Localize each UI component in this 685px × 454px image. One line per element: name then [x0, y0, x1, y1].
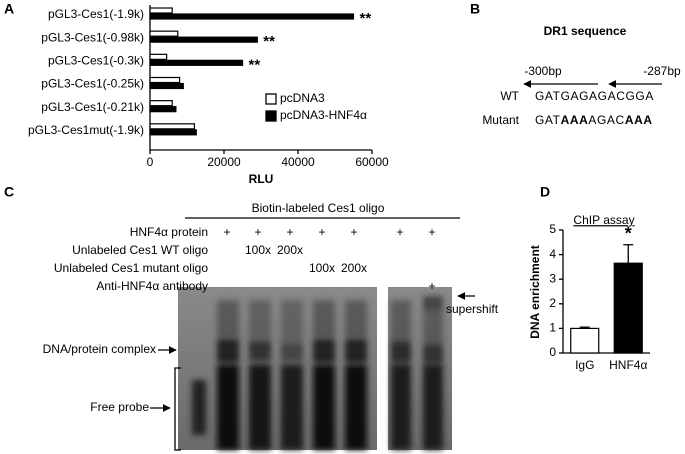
- lane-label: +: [254, 225, 261, 239]
- y-tick-label: 4: [549, 247, 556, 261]
- panel-label: A: [4, 1, 14, 17]
- y-tick-label: pGL3-Ces1(-0.98k): [41, 30, 144, 44]
- significance: **: [263, 33, 275, 50]
- lane-label: 100x: [309, 261, 335, 275]
- y-tick-label: pGL3-Ces1(-0.21k): [41, 100, 144, 114]
- sequence-label: Mutant: [482, 113, 519, 127]
- position-label: -287bp: [643, 64, 681, 78]
- sequence-segment: AAA: [625, 113, 653, 127]
- lane-label: +: [428, 279, 435, 293]
- bar: [570, 327, 600, 354]
- row-label: Anti-HNF4α antibody: [96, 279, 208, 293]
- panel-label: C: [4, 184, 14, 200]
- bar: [149, 13, 355, 20]
- bar: [149, 59, 244, 66]
- bar: [149, 36, 258, 43]
- lane-label: 100x: [245, 243, 271, 257]
- significance: **: [360, 10, 372, 27]
- lane-label: +: [318, 225, 325, 239]
- bar: [149, 129, 197, 136]
- bracket: [174, 367, 181, 451]
- sequence-segment: AAA: [561, 113, 589, 127]
- sequence-label: WT: [500, 89, 519, 103]
- emsa-title: Biotin-labeled Ces1 oligo: [252, 201, 385, 215]
- y-tick-label: 3: [549, 271, 556, 285]
- y-tick-label: 0: [549, 345, 556, 359]
- row-label: HNF4α protein: [130, 225, 208, 239]
- y-tick-label: 5: [549, 222, 556, 236]
- sequence: GATGAGAGACGGA: [535, 89, 654, 103]
- sequence: GATAAAAGACAAA: [535, 113, 653, 127]
- legend-label: pcDNA3: [280, 91, 325, 105]
- y-tick-label: pGL3-Ces1(-0.25k): [41, 77, 144, 91]
- error-bar: [579, 326, 590, 329]
- emsa-label: Free probe: [90, 400, 149, 414]
- legend-label: pcDNA3-HNF4α: [280, 108, 367, 122]
- lane-label: +: [428, 225, 435, 239]
- chart-title: ChIP assay: [573, 213, 634, 227]
- emsa-label: DNA/protein complex: [43, 342, 156, 356]
- sequence-segment: GATGAGAGACGGA: [535, 89, 654, 103]
- y-tick-label: 1: [549, 321, 556, 335]
- significance: **: [249, 56, 261, 73]
- bar: [149, 82, 184, 90]
- emsa-label: supershift: [446, 302, 499, 316]
- x-tick-label: HNF4α: [609, 358, 647, 372]
- x-tick-label: 20000: [207, 155, 241, 169]
- gel-image: [178, 287, 452, 450]
- lane-label: +: [396, 225, 403, 239]
- sequence-segment: AGAC: [588, 113, 624, 127]
- position-label: -300bp: [524, 64, 562, 78]
- legend-swatch: [265, 93, 277, 105]
- lane-label: 200x: [277, 243, 303, 257]
- y-tick-label: pGL3-Ces1mut(-1.9k): [28, 123, 144, 137]
- row-label: Unlabeled Ces1 WT oligo: [72, 243, 208, 257]
- row-label: Unlabeled Ces1 mutant oligo: [54, 261, 208, 275]
- lane-label: +: [223, 225, 230, 239]
- bar: [149, 53, 168, 60]
- x-tick-label: 40000: [281, 155, 315, 169]
- bar: [149, 30, 179, 37]
- bar: [149, 76, 181, 84]
- bar: [149, 106, 177, 113]
- panel-label: D: [540, 184, 550, 200]
- lane-label: +: [350, 225, 357, 239]
- x-tick-label: 60000: [355, 155, 389, 169]
- bar: [613, 262, 643, 354]
- error-bar: [623, 244, 634, 264]
- lane-label: +: [286, 225, 293, 239]
- y-axis-label: DNA enrichment: [528, 245, 542, 339]
- panel-label: B: [470, 1, 480, 17]
- lane-label: 200x: [341, 261, 367, 275]
- x-axis-label: RLU: [249, 172, 274, 186]
- legend-swatch: [265, 110, 277, 122]
- dr1-title: DR1 sequence: [544, 24, 627, 38]
- sequence-segment: GAT: [535, 113, 561, 127]
- bar: [149, 100, 173, 107]
- y-tick-label: pGL3-Ces1(-1.9k): [48, 7, 144, 21]
- bar: [149, 7, 173, 14]
- y-tick-label: pGL3-Ces1(-0.3k): [48, 54, 144, 68]
- bar: [149, 123, 196, 130]
- x-tick-label: IgG: [575, 358, 594, 372]
- x-tick-label: 0: [147, 155, 154, 169]
- y-tick-label: 2: [549, 296, 556, 310]
- significance: *: [625, 224, 632, 244]
